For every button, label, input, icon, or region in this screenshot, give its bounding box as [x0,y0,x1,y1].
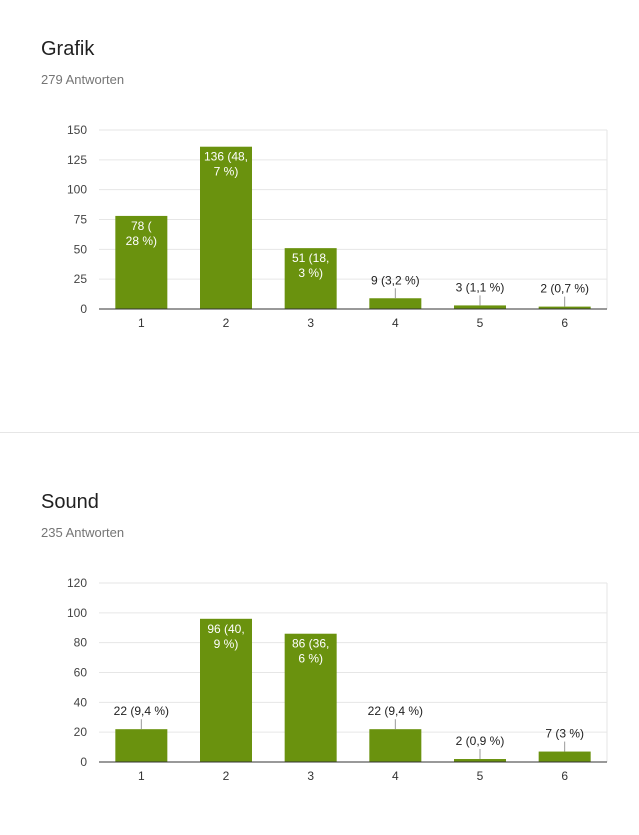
bar [115,729,168,762]
bar [454,759,506,762]
data-label: 86 (36, [292,637,329,651]
question-title: Sound [41,491,99,513]
data-label: 3 (1,1 %) [456,280,505,294]
y-tick-label: 20 [74,725,88,739]
y-tick-label: 25 [74,272,88,286]
bar [284,633,337,762]
data-label: 7 (3 %) [545,727,584,741]
data-label: 2 (0,9 %) [456,734,505,748]
x-tick-label: 2 [223,316,230,330]
bar [538,306,591,309]
x-tick-label: 6 [561,769,568,783]
bar [200,618,252,762]
data-label: 96 (40, [207,622,244,636]
x-tick-label: 1 [138,316,145,330]
question-title: Grafik [41,38,95,60]
y-tick-label: 125 [67,153,87,167]
response-count: 279 Antworten [41,72,125,87]
y-tick-label: 100 [67,183,87,197]
data-label: 78 ( [131,219,152,233]
y-tick-label: 40 [74,695,88,709]
data-label: 28 %) [126,234,157,248]
data-label: 2 (0,7 %) [540,282,589,296]
y-tick-label: 75 [74,213,88,227]
y-tick-label: 60 [74,666,88,680]
x-tick-label: 3 [307,316,314,330]
data-label: 3 %) [298,266,323,280]
data-label: 51 (18, [292,251,329,265]
bar [369,298,422,309]
x-tick-label: 1 [138,769,145,783]
y-tick-label: 50 [74,242,88,256]
x-tick-label: 5 [477,316,484,330]
response-count: 235 Antworten [41,525,125,540]
y-tick-label: 0 [80,755,87,769]
data-label: 7 %) [214,165,239,179]
x-tick-label: 3 [307,769,314,783]
question-sound: Sound 235 Antworten 0 20 40 60 80 100 120 22 (9… [0,433,639,835]
bar [538,751,591,762]
y-tick-label: 80 [74,636,88,650]
bar [115,215,168,309]
bar-chart-sound: 0 20 40 60 80 100 120 22 (9,4 %) 1 96 (40,9 %) 2 86… [67,576,608,783]
data-label: 6 %) [298,652,323,666]
bar [454,305,506,309]
bar [200,146,252,309]
x-tick-label: 5 [477,769,484,783]
y-tick-label: 100 [67,606,87,620]
x-tick-label: 2 [223,769,230,783]
data-label: 9 %) [214,637,239,651]
x-tick-label: 6 [561,316,568,330]
question-grafik: Grafik 279 Antworten 0 25 50 75 100 125 150 78 … [41,38,608,330]
data-label: 22 (9,4 %) [368,704,423,718]
data-label: 136 (48, [204,150,248,164]
y-tick-label: 150 [67,123,87,137]
y-tick-label: 0 [80,302,87,316]
bar [369,729,422,762]
section-divider [0,432,639,433]
y-tick-label: 120 [67,576,87,590]
data-label: 9 (3,2 %) [371,273,420,287]
x-tick-label: 4 [392,316,399,330]
x-tick-label: 4 [392,769,399,783]
bar [284,248,337,309]
data-label: 22 (9,4 %) [114,704,169,718]
